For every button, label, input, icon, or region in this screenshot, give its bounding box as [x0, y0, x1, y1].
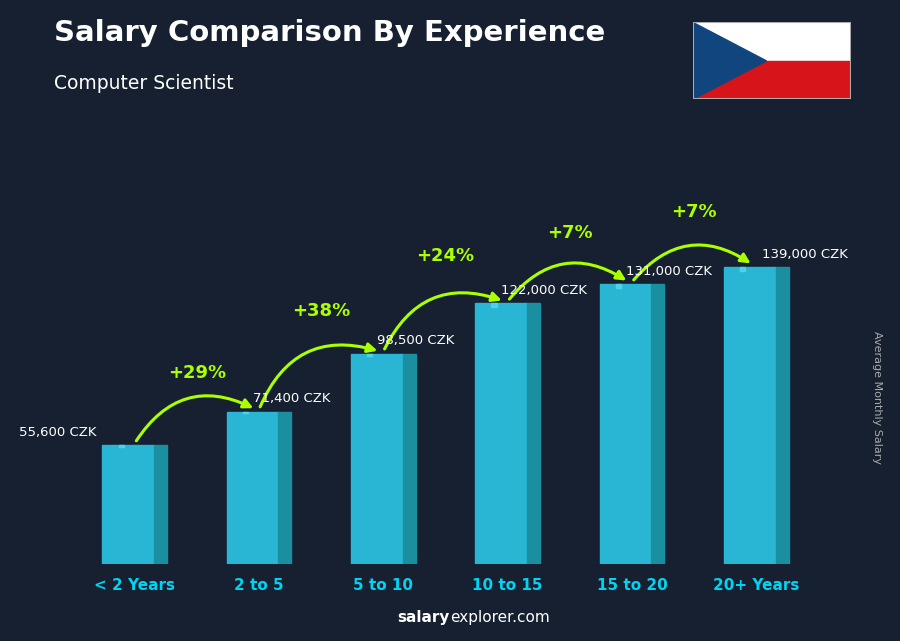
Bar: [527, 303, 540, 564]
Text: 71,400 CZK: 71,400 CZK: [253, 392, 330, 405]
Text: +7%: +7%: [547, 224, 592, 242]
Bar: [243, 412, 248, 413]
Bar: [693, 22, 850, 61]
Bar: [154, 445, 167, 564]
Text: salary: salary: [398, 610, 450, 625]
Text: 98,500 CZK: 98,500 CZK: [377, 334, 454, 347]
Bar: [227, 412, 278, 564]
Text: +38%: +38%: [292, 302, 350, 320]
Text: Computer Scientist: Computer Scientist: [54, 74, 234, 93]
Bar: [475, 303, 527, 564]
Bar: [402, 354, 416, 564]
Bar: [616, 284, 621, 288]
Bar: [599, 284, 652, 564]
Bar: [103, 445, 154, 564]
Bar: [278, 412, 292, 564]
Text: 139,000 CZK: 139,000 CZK: [762, 247, 849, 261]
Polygon shape: [693, 22, 767, 99]
Text: Salary Comparison By Experience: Salary Comparison By Experience: [54, 19, 605, 47]
Bar: [740, 267, 745, 271]
Bar: [491, 303, 497, 306]
Text: +29%: +29%: [168, 364, 226, 382]
Text: +24%: +24%: [417, 247, 474, 265]
Text: 55,600 CZK: 55,600 CZK: [19, 426, 96, 439]
Bar: [652, 284, 664, 564]
Text: 122,000 CZK: 122,000 CZK: [501, 284, 588, 297]
Bar: [693, 61, 850, 99]
Text: 131,000 CZK: 131,000 CZK: [626, 265, 712, 278]
Text: Average Monthly Salary: Average Monthly Salary: [872, 331, 883, 464]
Bar: [119, 445, 124, 447]
Bar: [724, 267, 776, 564]
Bar: [776, 267, 788, 564]
Text: +7%: +7%: [671, 203, 717, 221]
Bar: [351, 354, 402, 564]
Bar: [367, 354, 373, 356]
Text: explorer.com: explorer.com: [450, 610, 550, 625]
